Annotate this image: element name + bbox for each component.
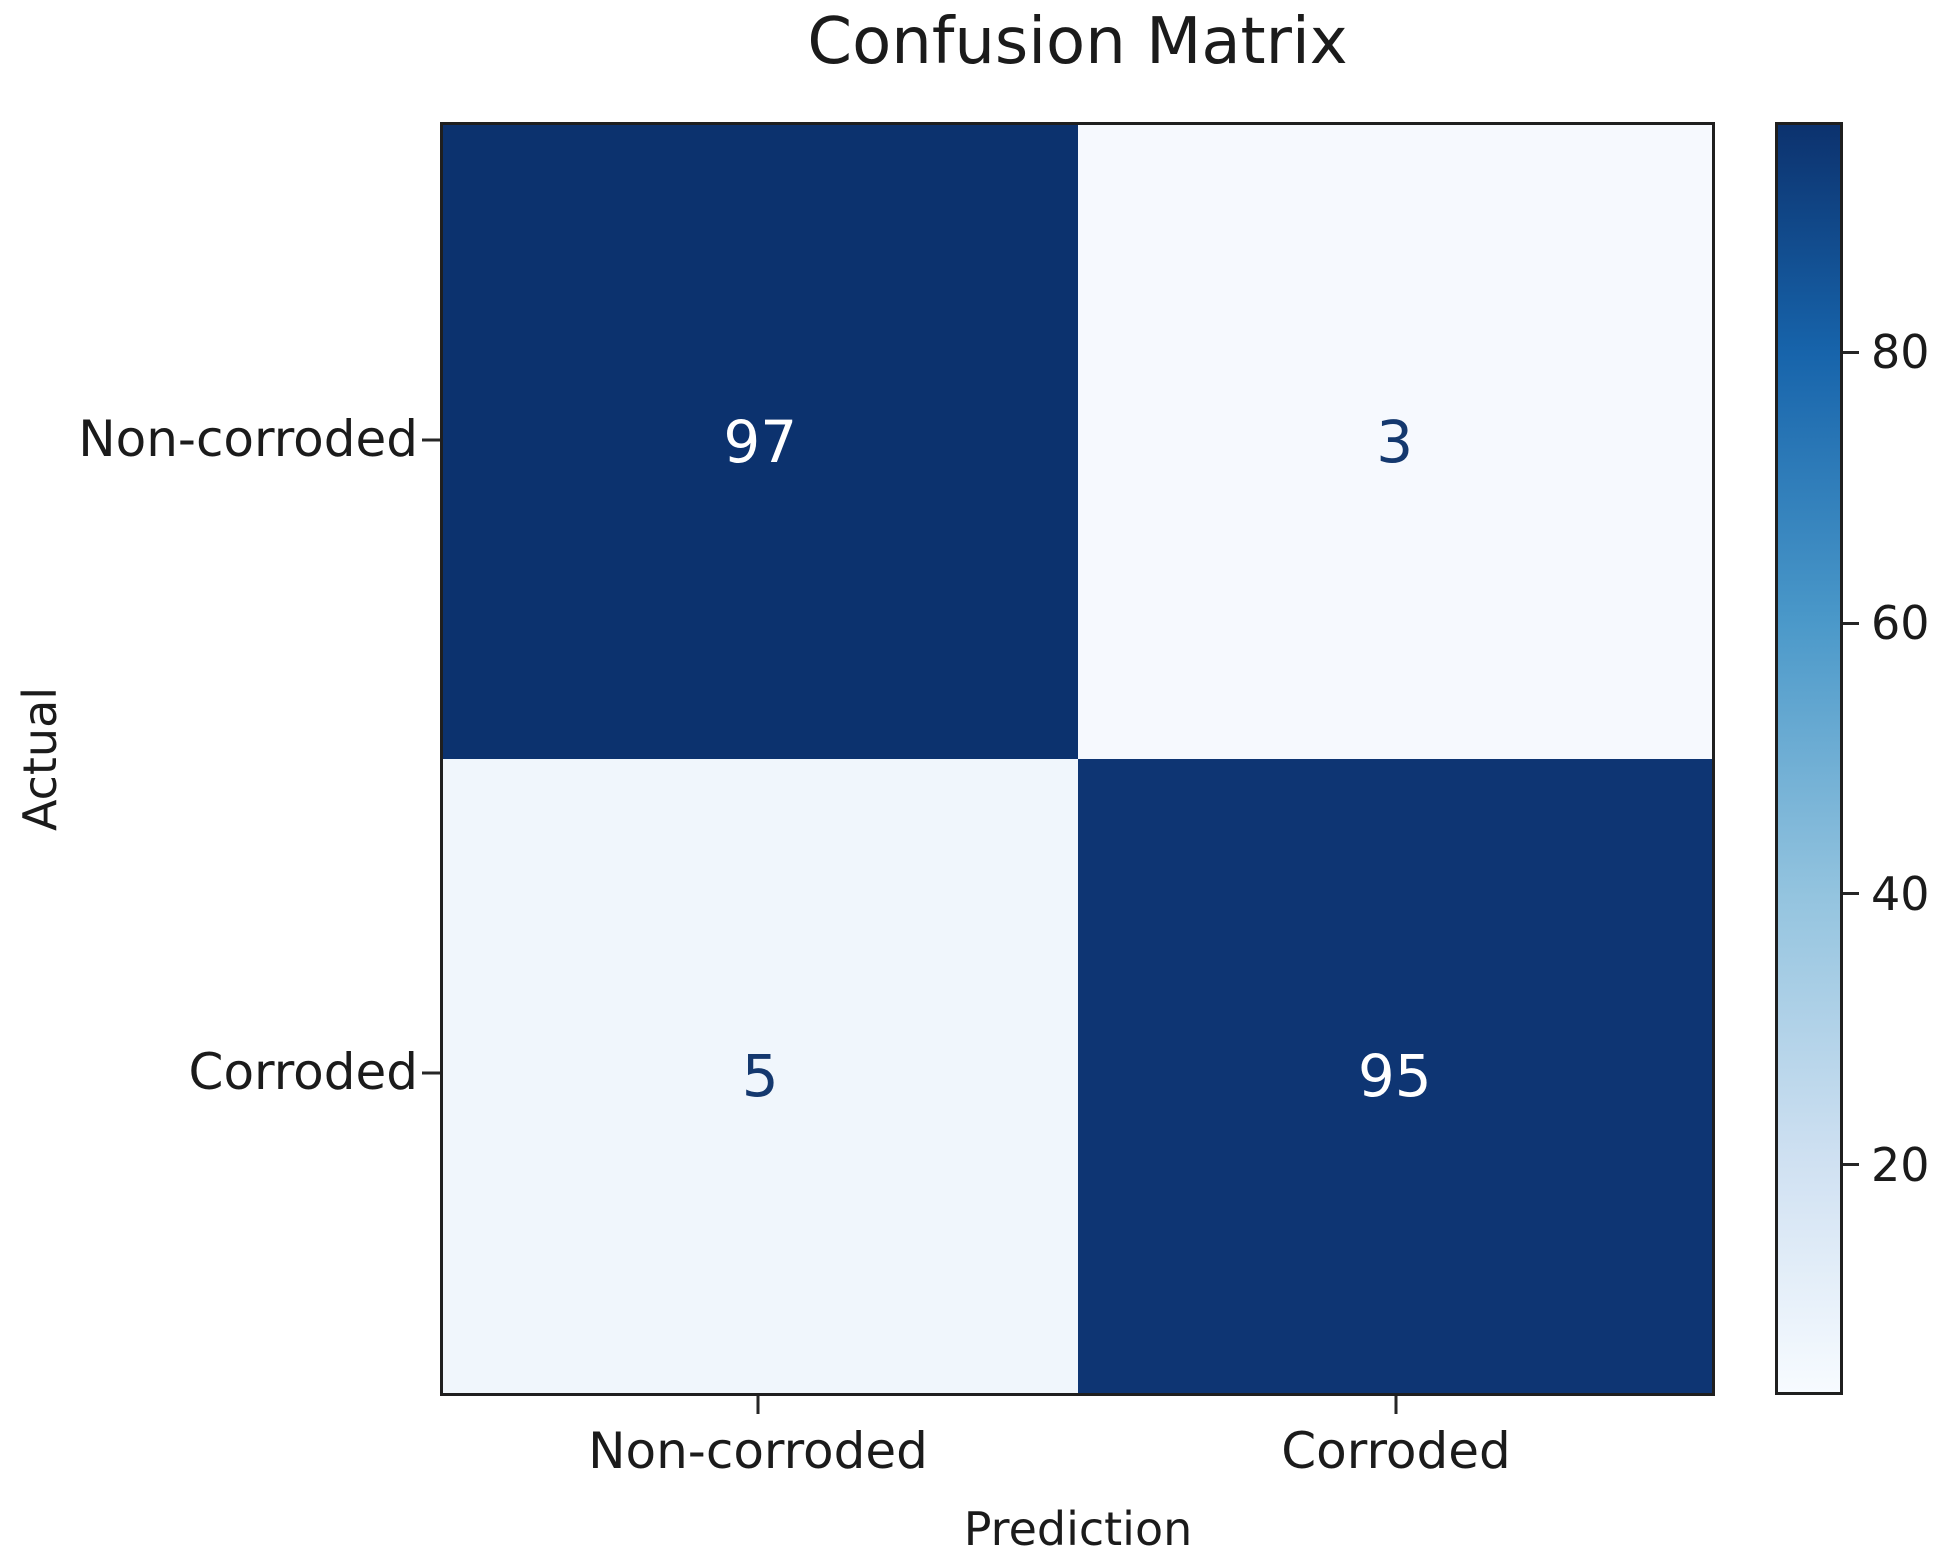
colorbar-tick-80: 80 xyxy=(1843,325,1930,379)
colorbar-tick-label: 80 xyxy=(1871,325,1930,380)
colorbar-tick-mark xyxy=(1843,892,1859,896)
y-axis-label: Actual xyxy=(13,686,67,832)
heatmap-cell-actual-noncorroded-pred-corroded: 3 xyxy=(1077,125,1712,759)
cell-value-true-positive: 95 xyxy=(1357,1042,1432,1110)
colorbar-tick-40: 40 xyxy=(1843,867,1930,921)
colorbar-tick-label: 60 xyxy=(1871,596,1930,651)
cell-value-false-negative: 5 xyxy=(741,1042,779,1110)
x-tick-mark xyxy=(1394,1396,1398,1414)
x-tick-mark xyxy=(756,1396,760,1414)
colorbar-tick-mark xyxy=(1843,350,1859,354)
colorbar-tick-mark xyxy=(1843,621,1859,625)
colorbar-tick-area: 80 60 40 20 xyxy=(1843,122,1937,1395)
x-tick-label-corroded: Corroded xyxy=(1281,1422,1511,1480)
colorbar-tick-label: 40 xyxy=(1871,866,1930,921)
y-tick-mark xyxy=(422,1071,440,1075)
colorbar-tick-label: 20 xyxy=(1871,1137,1930,1192)
y-tick-mark xyxy=(422,438,440,442)
heatmap-cell-actual-corroded-pred-corroded: 95 xyxy=(1077,759,1712,1393)
cell-value-true-negative: 97 xyxy=(723,408,798,476)
colorbar-tick-mark xyxy=(1843,1163,1859,1167)
heatmap-cell-actual-noncorroded-pred-noncorroded: 97 xyxy=(443,125,1078,759)
heatmap-plot-area: 97 3 5 95 xyxy=(440,122,1715,1396)
y-tick-label-corroded: Corroded xyxy=(188,1042,418,1101)
cell-value-false-positive: 3 xyxy=(1376,408,1414,476)
chart-title: Confusion Matrix xyxy=(807,5,1348,79)
heatmap-cell-actual-corroded-pred-noncorroded: 5 xyxy=(443,759,1078,1393)
x-axis-label: Prediction xyxy=(963,1502,1193,1556)
colorbar xyxy=(1775,122,1843,1395)
colorbar-tick-20: 20 xyxy=(1843,1138,1930,1192)
y-tick-label-non-corroded: Non-corroded xyxy=(78,409,418,468)
colorbar-tick-60: 60 xyxy=(1843,596,1930,650)
x-tick-label-non-corroded: Non-corroded xyxy=(588,1422,928,1480)
colorbar-gradient xyxy=(1778,125,1840,1392)
